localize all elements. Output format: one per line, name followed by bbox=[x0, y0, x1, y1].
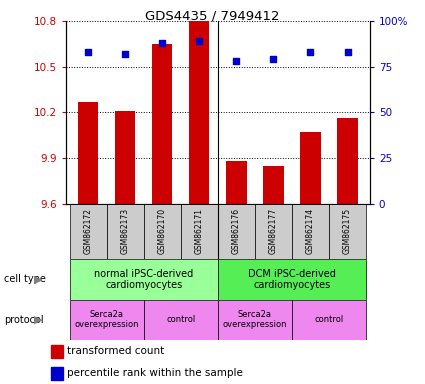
Bar bbox=[300, 132, 320, 204]
Text: protocol: protocol bbox=[4, 314, 44, 325]
Text: percentile rank within the sample: percentile rank within the sample bbox=[68, 368, 243, 378]
Bar bbox=[226, 161, 246, 204]
Text: GSM862170: GSM862170 bbox=[158, 208, 167, 255]
Text: transformed count: transformed count bbox=[68, 346, 164, 356]
Text: GSM862175: GSM862175 bbox=[343, 208, 352, 255]
Bar bbox=[107, 204, 144, 259]
Bar bbox=[144, 300, 218, 340]
Bar bbox=[51, 367, 62, 379]
Bar bbox=[152, 44, 173, 204]
Bar bbox=[255, 204, 292, 259]
Bar bbox=[292, 204, 329, 259]
Text: normal iPSC-derived
cardiomyocytes: normal iPSC-derived cardiomyocytes bbox=[94, 268, 193, 290]
Point bbox=[344, 49, 351, 55]
Point bbox=[159, 40, 166, 46]
Text: Serca2a
overexpression: Serca2a overexpression bbox=[223, 310, 287, 329]
Bar bbox=[218, 259, 366, 300]
Text: DCM iPSC-derived
cardiomyocytes: DCM iPSC-derived cardiomyocytes bbox=[248, 268, 336, 290]
Bar bbox=[218, 204, 255, 259]
Point bbox=[270, 56, 277, 63]
Bar bbox=[144, 204, 181, 259]
Text: cell type: cell type bbox=[4, 274, 46, 285]
Text: GDS4435 / 7949412: GDS4435 / 7949412 bbox=[145, 10, 280, 23]
Bar bbox=[70, 204, 107, 259]
Point bbox=[122, 51, 129, 57]
Point bbox=[196, 38, 203, 44]
Text: ▶: ▶ bbox=[34, 314, 42, 325]
Point bbox=[85, 49, 91, 55]
Bar bbox=[329, 204, 366, 259]
Bar bbox=[70, 300, 144, 340]
Text: ▶: ▶ bbox=[34, 274, 42, 285]
Text: GSM862173: GSM862173 bbox=[121, 208, 130, 255]
Bar bbox=[115, 111, 135, 204]
Bar bbox=[70, 259, 218, 300]
Bar bbox=[181, 204, 218, 259]
Point bbox=[233, 58, 240, 65]
Bar bbox=[292, 300, 366, 340]
Bar bbox=[263, 166, 283, 204]
Bar bbox=[218, 300, 292, 340]
Bar bbox=[51, 345, 62, 358]
Text: control: control bbox=[314, 315, 343, 324]
Text: GSM862177: GSM862177 bbox=[269, 208, 278, 255]
Text: GSM862176: GSM862176 bbox=[232, 208, 241, 255]
Text: control: control bbox=[166, 315, 196, 324]
Bar bbox=[78, 102, 98, 204]
Text: GSM862171: GSM862171 bbox=[195, 209, 204, 254]
Point bbox=[307, 49, 314, 55]
Text: GSM862174: GSM862174 bbox=[306, 208, 315, 255]
Text: GSM862172: GSM862172 bbox=[84, 209, 93, 254]
Text: Serca2a
overexpression: Serca2a overexpression bbox=[74, 310, 139, 329]
Bar bbox=[337, 118, 358, 204]
Bar bbox=[189, 21, 210, 204]
